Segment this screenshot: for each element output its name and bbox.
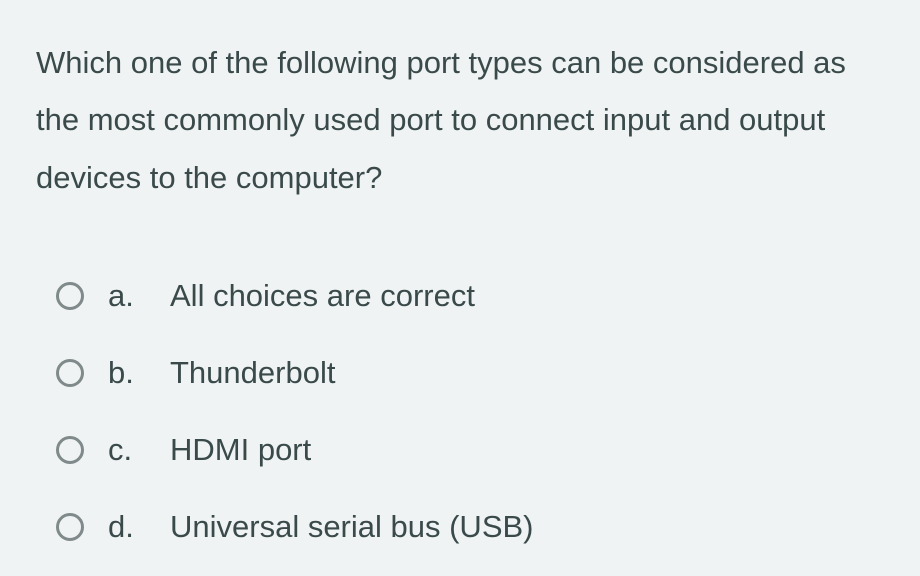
option-row[interactable]: b. Thunderbolt bbox=[56, 355, 884, 391]
option-letter: a. bbox=[108, 278, 152, 314]
radio-button-b[interactable] bbox=[56, 359, 84, 387]
option-text: HDMI port bbox=[170, 432, 311, 468]
radio-button-c[interactable] bbox=[56, 436, 84, 464]
options-list: a. All choices are correct b. Thunderbol… bbox=[36, 278, 884, 545]
option-row[interactable]: c. HDMI port bbox=[56, 432, 884, 468]
option-row[interactable]: a. All choices are correct bbox=[56, 278, 884, 314]
option-row[interactable]: d. Universal serial bus (USB) bbox=[56, 509, 884, 545]
radio-button-a[interactable] bbox=[56, 282, 84, 310]
option-letter: b. bbox=[108, 355, 152, 391]
option-letter: c. bbox=[108, 432, 152, 468]
option-text: All choices are correct bbox=[170, 278, 475, 314]
option-text: Universal serial bus (USB) bbox=[170, 509, 534, 545]
radio-button-d[interactable] bbox=[56, 513, 84, 541]
option-letter: d. bbox=[108, 509, 152, 545]
question-text: Which one of the following port types ca… bbox=[36, 34, 884, 206]
option-text: Thunderbolt bbox=[170, 355, 335, 391]
